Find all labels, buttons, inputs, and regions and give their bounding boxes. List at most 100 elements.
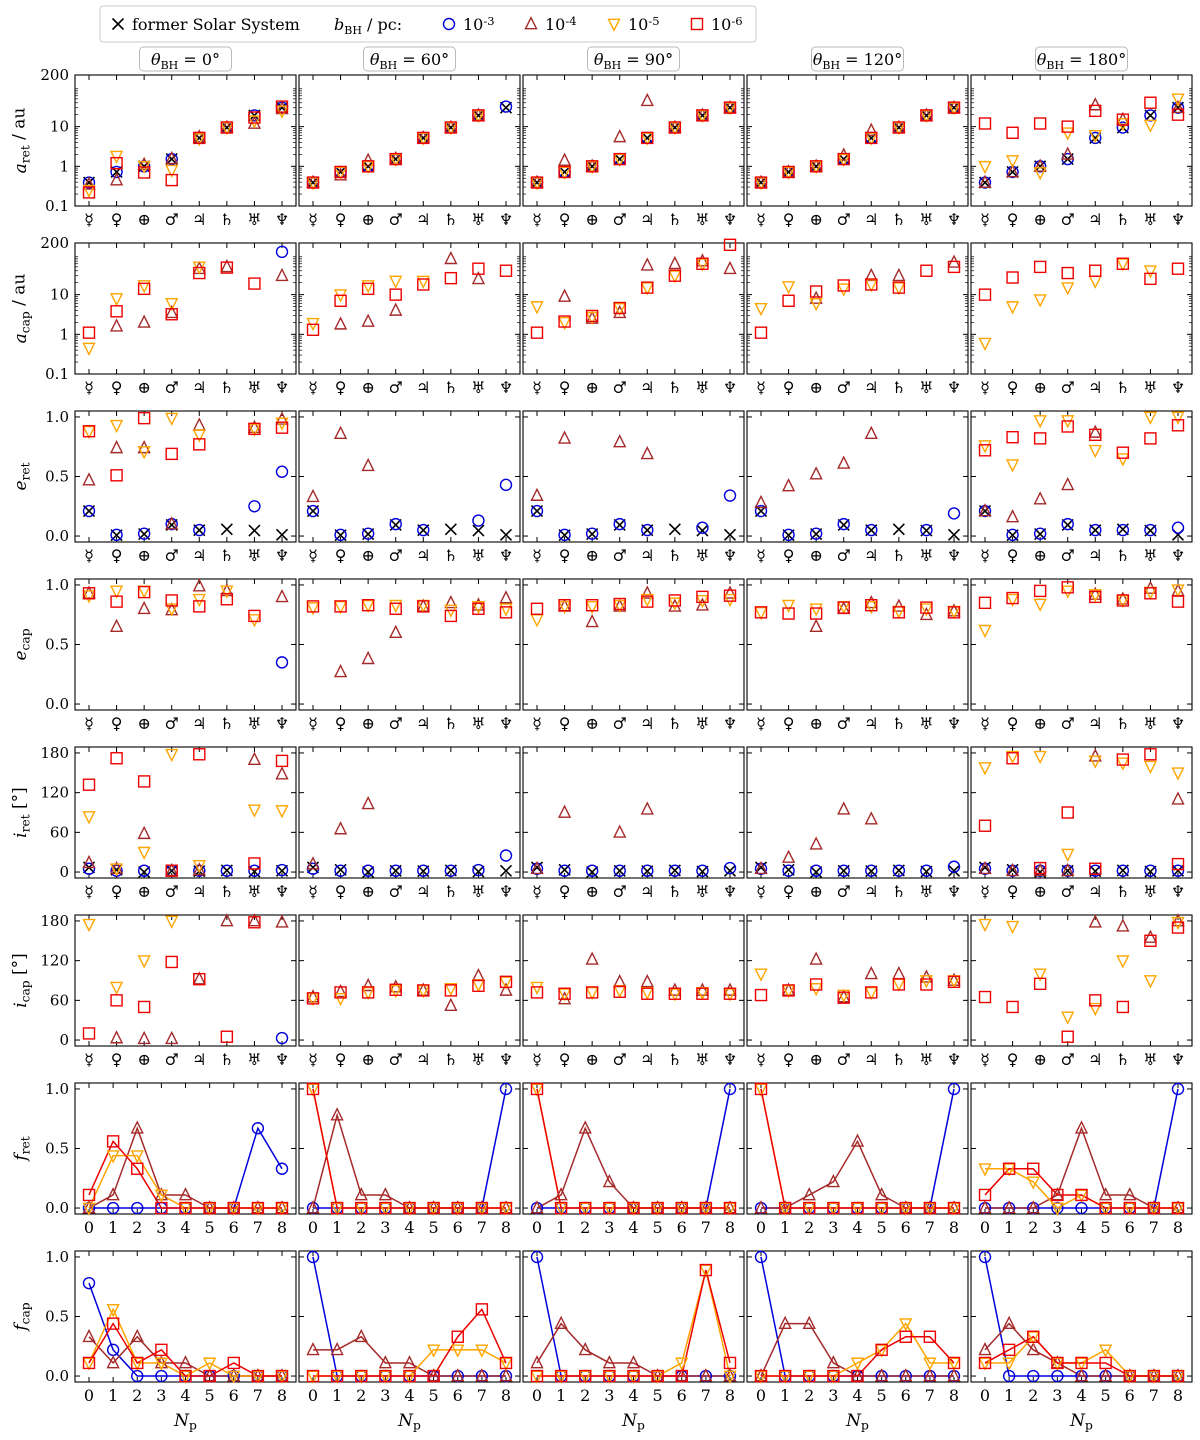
marker-1e-5 [947, 102, 961, 116]
marker-1e-5 [919, 603, 934, 617]
marker-1e-5 [389, 985, 403, 999]
marker-1e-6 [355, 1369, 368, 1383]
marker-1e-3 [1033, 527, 1047, 540]
marker-1e-3 [585, 527, 599, 540]
marker-1e-4 [802, 1187, 816, 1201]
legend-label-former: former Solar System [132, 15, 300, 34]
marker-1e-6 [1171, 1369, 1185, 1383]
legend-marker-1e-4 [524, 16, 538, 30]
series-line-1e-6 [313, 1307, 507, 1377]
xtick-label: ♄ [668, 210, 682, 229]
xtick-label: ⊕ [1033, 882, 1046, 901]
marker-1e-6 [334, 600, 347, 613]
marker-1e-4 [695, 597, 710, 611]
marker-1e-3 [837, 517, 850, 531]
marker-1e-6 [137, 282, 151, 296]
marker-1e-5 [578, 1370, 592, 1384]
marker-1e-5 [864, 132, 878, 146]
marker-1e-5 [247, 423, 262, 437]
marker-1e-4 [578, 1341, 592, 1356]
marker-1e-4 [754, 174, 768, 188]
xtick-label: ♄ [1116, 882, 1130, 901]
marker-1e-4 [557, 288, 572, 302]
column-title-box [811, 46, 904, 72]
ytick-label: 0 [59, 863, 69, 881]
xtick-label: 0 [84, 1386, 94, 1405]
xtick-label: ♂ [1061, 378, 1075, 397]
marker-1e-4 [668, 119, 682, 133]
marker-1e-5 [137, 280, 151, 294]
xtick-label: ☿ [308, 546, 318, 565]
xtick-label: ☿ [84, 378, 94, 397]
marker-1e-4 [275, 766, 289, 780]
marker-1e-4 [675, 1368, 689, 1382]
marker-1e-6 [1051, 1356, 1064, 1370]
marker-1e-6 [782, 165, 795, 179]
xtick-label: ♂ [389, 210, 403, 229]
xtick-label: ♅ [247, 1050, 261, 1069]
marker-1e-4 [826, 1355, 841, 1369]
marker-1e-4 [1088, 914, 1102, 928]
marker-1e-6 [558, 315, 571, 328]
marker-1e-5 [899, 1318, 913, 1332]
xtick-label: ♀ [559, 210, 571, 229]
marker-1e-6 [947, 1356, 961, 1370]
marker-1e-6 [110, 469, 123, 482]
xtick-label: ♀ [111, 1050, 123, 1069]
marker-1e-5 [585, 311, 599, 326]
marker-1e-5 [165, 164, 179, 179]
marker-1e-5 [668, 597, 682, 611]
marker-1e-6 [475, 1201, 489, 1215]
marker-1e-5 [1074, 1357, 1089, 1371]
marker-1e-6 [613, 597, 626, 611]
marker-1e-4 [330, 1107, 344, 1121]
xtick-label: ♆ [1171, 546, 1185, 565]
marker-1e-4 [809, 466, 823, 480]
xtick-label: ♄ [1116, 1050, 1130, 1069]
marker-1e-3 [723, 1082, 737, 1096]
marker-1e-6 [554, 1369, 568, 1383]
marker-1e-4 [809, 836, 823, 850]
marker-1e-4 [402, 1355, 417, 1369]
marker-1e-6 [1171, 1201, 1185, 1215]
marker-1e-5 [416, 599, 430, 614]
marker-1e-5 [809, 160, 823, 175]
ytick-label: 0.0 [45, 695, 69, 713]
marker-1e-6 [809, 607, 823, 620]
xtick-label: ♄ [444, 1050, 458, 1069]
marker-1e-4 [1026, 1200, 1040, 1214]
ytick-label: 1.0 [45, 408, 69, 426]
marker-1e-4 [426, 1200, 441, 1214]
xtick-label: ♆ [499, 882, 513, 901]
xtick-label: ♅ [471, 1050, 485, 1069]
marker-1e-5 [82, 1357, 96, 1371]
xtick-label: ♂ [613, 210, 627, 229]
marker-1e-5 [723, 988, 737, 1002]
xtick-label: 7 [253, 1386, 263, 1405]
ytick-label: 1.0 [45, 1248, 69, 1266]
marker-1e-4 [109, 172, 124, 186]
marker-1e-4 [874, 1368, 889, 1382]
marker-1e-5 [1123, 1202, 1137, 1216]
marker-1e-3 [723, 861, 737, 875]
marker-1e-6 [723, 1356, 737, 1370]
marker-1e-4 [1088, 586, 1102, 600]
xtick-label: 3 [380, 1218, 390, 1237]
marker-1e-6 [978, 1356, 992, 1370]
marker-1e-5 [1098, 1344, 1113, 1358]
series-line-1e-4 [761, 1139, 954, 1209]
marker-1e-4 [471, 597, 486, 611]
marker-1e-5 [1061, 282, 1075, 296]
marker-1e-4 [227, 1200, 241, 1214]
marker-former [668, 523, 681, 536]
xtick-label: ♆ [499, 546, 513, 565]
marker-1e-3 [865, 523, 878, 537]
column-title-box [139, 46, 232, 72]
marker-1e-6 [306, 176, 320, 189]
xtick-label: ⊕ [1033, 1050, 1046, 1069]
marker-1e-3 [641, 523, 654, 537]
panel-i_cap-col3: ☿ ♀ ⊕ ♂ ♃ ♄ ♅ ♆ [746, 914, 969, 1069]
marker-1e-6 [723, 589, 737, 602]
xtick-label: ♆ [1171, 378, 1185, 397]
marker-1e-5 [1143, 265, 1158, 279]
